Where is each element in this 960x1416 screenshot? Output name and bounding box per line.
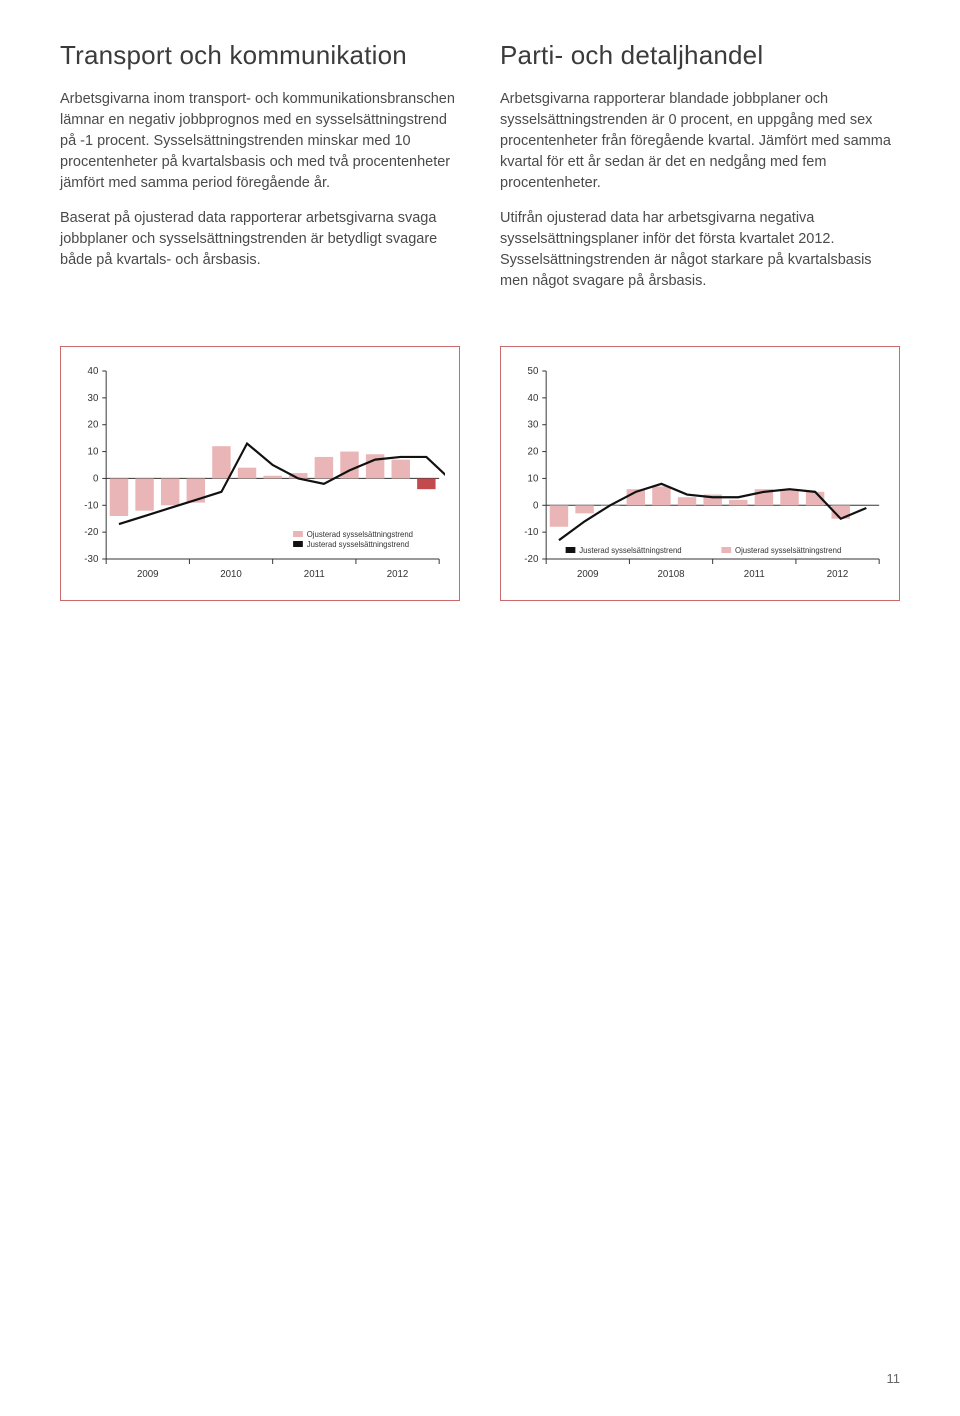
right-heading: Parti- och detaljhandel [500, 40, 900, 71]
svg-text:2011: 2011 [744, 569, 765, 580]
right-para-1: Arbetsgivarna rapporterar blandade jobbp… [500, 89, 900, 194]
svg-text:40: 40 [88, 366, 99, 377]
svg-text:Justerad sysselsättningstrend: Justerad sysselsättningstrend [307, 540, 409, 549]
svg-text:-10: -10 [84, 500, 99, 511]
page-number: 11 [887, 1371, 901, 1386]
svg-text:2011: 2011 [304, 569, 325, 580]
svg-text:2009: 2009 [137, 569, 159, 580]
svg-text:30: 30 [528, 420, 539, 431]
svg-text:10: 10 [528, 473, 539, 484]
left-column: Transport och kommunikation Arbetsgivarn… [60, 40, 460, 306]
svg-text:20108: 20108 [658, 569, 686, 580]
svg-text:-20: -20 [524, 554, 539, 565]
right-column: Parti- och detaljhandel Arbetsgivarna ra… [500, 40, 900, 306]
chart-left: -30 -20 -10 0 10 20 30 40 2009 2010 2011 2012 Ojuste… [75, 365, 445, 585]
svg-text:Ojusterad sysselsättningstrend: Ojusterad sysselsättningstrend [307, 530, 413, 539]
svg-text:10: 10 [88, 447, 99, 458]
svg-text:2012: 2012 [387, 569, 409, 580]
svg-text:2010: 2010 [220, 569, 242, 580]
svg-text:50: 50 [528, 366, 539, 377]
chart-left-wrap: -30 -20 -10 0 10 20 30 40 2009 2010 2011 2012 Ojuste… [60, 346, 460, 601]
svg-text:2012: 2012 [827, 569, 849, 580]
left-para-1: Arbetsgivarna inom transport- och kommun… [60, 89, 460, 194]
chart-right-wrap: -20 -10 0 10 20 30 40 50 2009 20108 2011 2012 Juster… [500, 346, 900, 601]
charts-row: -30-20-100102030402009201020112012Ojuste… [60, 346, 900, 601]
svg-text:-10: -10 [524, 527, 539, 538]
svg-text:20: 20 [88, 420, 99, 431]
svg-text:Ojusterad sysselsättningstrend: Ojusterad sysselsättningstrend [735, 546, 841, 555]
left-para-2: Baserat på ojusterad data rapporterar ar… [60, 208, 460, 271]
left-heading: Transport och kommunikation [60, 40, 460, 71]
right-para-2: Utifrån ojusterad data har arbetsgivarna… [500, 208, 900, 292]
svg-text:40: 40 [528, 393, 539, 404]
text-columns: Transport och kommunikation Arbetsgivarn… [60, 40, 900, 306]
svg-text:2009: 2009 [577, 569, 599, 580]
svg-text:-30: -30 [84, 554, 99, 565]
svg-text:20: 20 [528, 447, 539, 458]
svg-text:0: 0 [93, 473, 99, 484]
chart-right: -20 -10 0 10 20 30 40 50 2009 20108 2011 2012 Juster… [515, 365, 885, 585]
svg-text:0: 0 [533, 500, 539, 511]
svg-text:-20: -20 [84, 527, 99, 538]
svg-text:Justerad sysselsättningstrend: Justerad sysselsättningstrend [579, 546, 681, 555]
svg-text:30: 30 [88, 393, 99, 404]
